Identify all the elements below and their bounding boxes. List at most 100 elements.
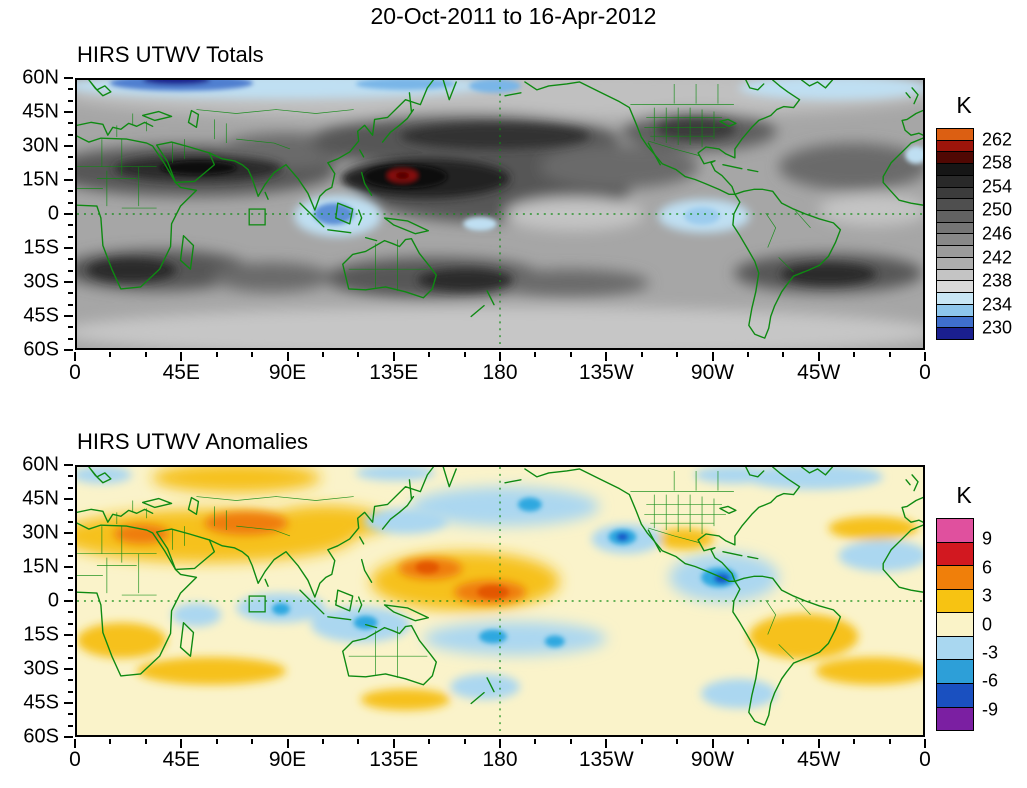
colorbar-band [937, 588, 973, 613]
y-minor-tick-mark [68, 122, 73, 125]
x-minor-tick-mark [782, 352, 785, 357]
colorbar-band [937, 315, 973, 328]
x-minor-tick-mark [569, 739, 572, 744]
x-minor-tick-mark [357, 352, 360, 357]
y-tick-mark [64, 498, 73, 500]
x-tick-label: 135W [578, 361, 634, 384]
x-minor-tick-mark [109, 352, 112, 357]
x-tick-mark [392, 352, 395, 361]
x-minor-tick-mark [676, 352, 679, 357]
x-tick-mark [605, 739, 608, 748]
x-tick-mark [924, 352, 926, 361]
colorbar-band [937, 327, 973, 339]
colorbar-band [937, 635, 973, 660]
anomalies-y-axis: 60N 45N 30N 15N 0 15S 30S 45S 60S [0, 454, 75, 748]
y-tick-label: 45S [23, 691, 59, 714]
y-tick-mark [64, 736, 73, 738]
colorbar-tick-label: 242 [982, 247, 1013, 268]
x-tick-label: 0 [69, 361, 81, 384]
x-minor-tick-mark [463, 739, 466, 744]
anomalies-map-frame [75, 465, 925, 737]
y-tick-mark [64, 634, 73, 636]
y-minor-tick-mark [68, 520, 73, 523]
y-minor-tick-mark [68, 303, 73, 306]
y-tick-mark [64, 247, 73, 249]
anomalies-colorbar-ticks: 9 6 3 0 -3 -6 -9 [982, 518, 1026, 731]
x-tick-label: 90W [690, 748, 735, 771]
x-tick-mark [180, 352, 183, 361]
y-tick-label: 60S [23, 338, 59, 361]
colorbar-tick-label: 262 [982, 129, 1013, 150]
y-tick-mark [64, 145, 73, 147]
colorbar-tick-label: 0 [982, 614, 993, 634]
y-tick-label: 0 [47, 202, 59, 225]
x-tick-label: 0 [919, 748, 931, 771]
colorbar-band [937, 519, 973, 542]
x-minor-tick-mark [321, 352, 324, 357]
totals-colorbar-ticks: 262 258 254 250 246 242 238 234 230 [982, 128, 1026, 340]
x-minor-tick-mark [109, 739, 112, 744]
colorbar-band [937, 174, 973, 187]
colorbar-band [937, 210, 973, 222]
colorbar-band [937, 163, 973, 175]
y-minor-tick-mark [68, 156, 73, 159]
y-minor-tick-mark [68, 611, 73, 614]
y-tick-label: 0 [47, 589, 59, 612]
colorbar-tick-label: -9 [982, 699, 999, 720]
y-tick-label: 60N [22, 66, 59, 89]
anomalies-x-axis: 0 45E 90E 135E 180 135W 90W 45W 0 [69, 739, 931, 773]
x-tick-mark [499, 739, 501, 748]
x-tick-label: 0 [919, 361, 931, 384]
colorbar-band [937, 706, 973, 731]
x-minor-tick-mark [215, 352, 218, 357]
x-minor-tick-mark [853, 739, 856, 744]
y-minor-tick-mark [68, 690, 73, 693]
y-minor-tick-mark [68, 645, 73, 648]
y-minor-tick-mark [68, 88, 73, 91]
x-minor-tick-mark [251, 352, 254, 357]
x-tick-mark [605, 352, 608, 361]
x-minor-tick-mark [534, 352, 537, 357]
x-tick-mark [711, 739, 714, 748]
y-minor-tick-mark [68, 588, 73, 591]
x-tick-label: 0 [69, 748, 81, 771]
x-minor-tick-mark [534, 739, 537, 744]
x-minor-tick-mark [569, 352, 572, 357]
totals-y-axis: 60N 45N 30N 15N 0 15S 30S 45S 60S [0, 67, 75, 361]
colorbar-tick-label: 258 [982, 152, 1013, 173]
y-minor-tick-mark [68, 622, 73, 625]
colorbar-tick-label: 6 [982, 557, 993, 578]
anomalies-colorbar-unit: K [956, 482, 972, 508]
x-tick-mark [924, 739, 926, 748]
x-minor-tick-mark [746, 739, 749, 744]
colorbar-band [937, 659, 973, 683]
x-tick-mark [499, 352, 501, 361]
x-minor-tick-mark [782, 739, 785, 744]
colorbar-band [937, 186, 973, 199]
colorbar-band [937, 221, 973, 234]
colorbar-tick-label: 3 [982, 585, 993, 606]
y-tick-label: 15N [22, 168, 59, 191]
y-tick-mark [64, 315, 73, 317]
colorbar-tick-label: 250 [982, 199, 1013, 220]
y-minor-tick-mark [68, 99, 73, 102]
x-minor-tick-mark [321, 739, 324, 744]
y-minor-tick-mark [68, 201, 73, 204]
y-minor-tick-mark [68, 724, 73, 727]
x-tick-mark [74, 352, 76, 361]
y-minor-tick-mark [68, 475, 73, 478]
anomalies-colorbar [936, 518, 974, 731]
y-minor-tick-mark [68, 292, 73, 295]
y-minor-tick-mark [68, 509, 73, 512]
colorbar-band [937, 565, 973, 589]
colorbar-band [937, 682, 973, 707]
x-tick-label: 45W [797, 748, 841, 771]
y-tick-label: 45N [22, 100, 59, 123]
colorbar-band [937, 245, 973, 257]
colorbar-band [937, 303, 973, 316]
y-minor-tick-mark [68, 167, 73, 170]
x-tick-label: 90E [268, 361, 307, 384]
x-tick-mark [817, 352, 820, 361]
totals-map-frame [75, 78, 925, 350]
